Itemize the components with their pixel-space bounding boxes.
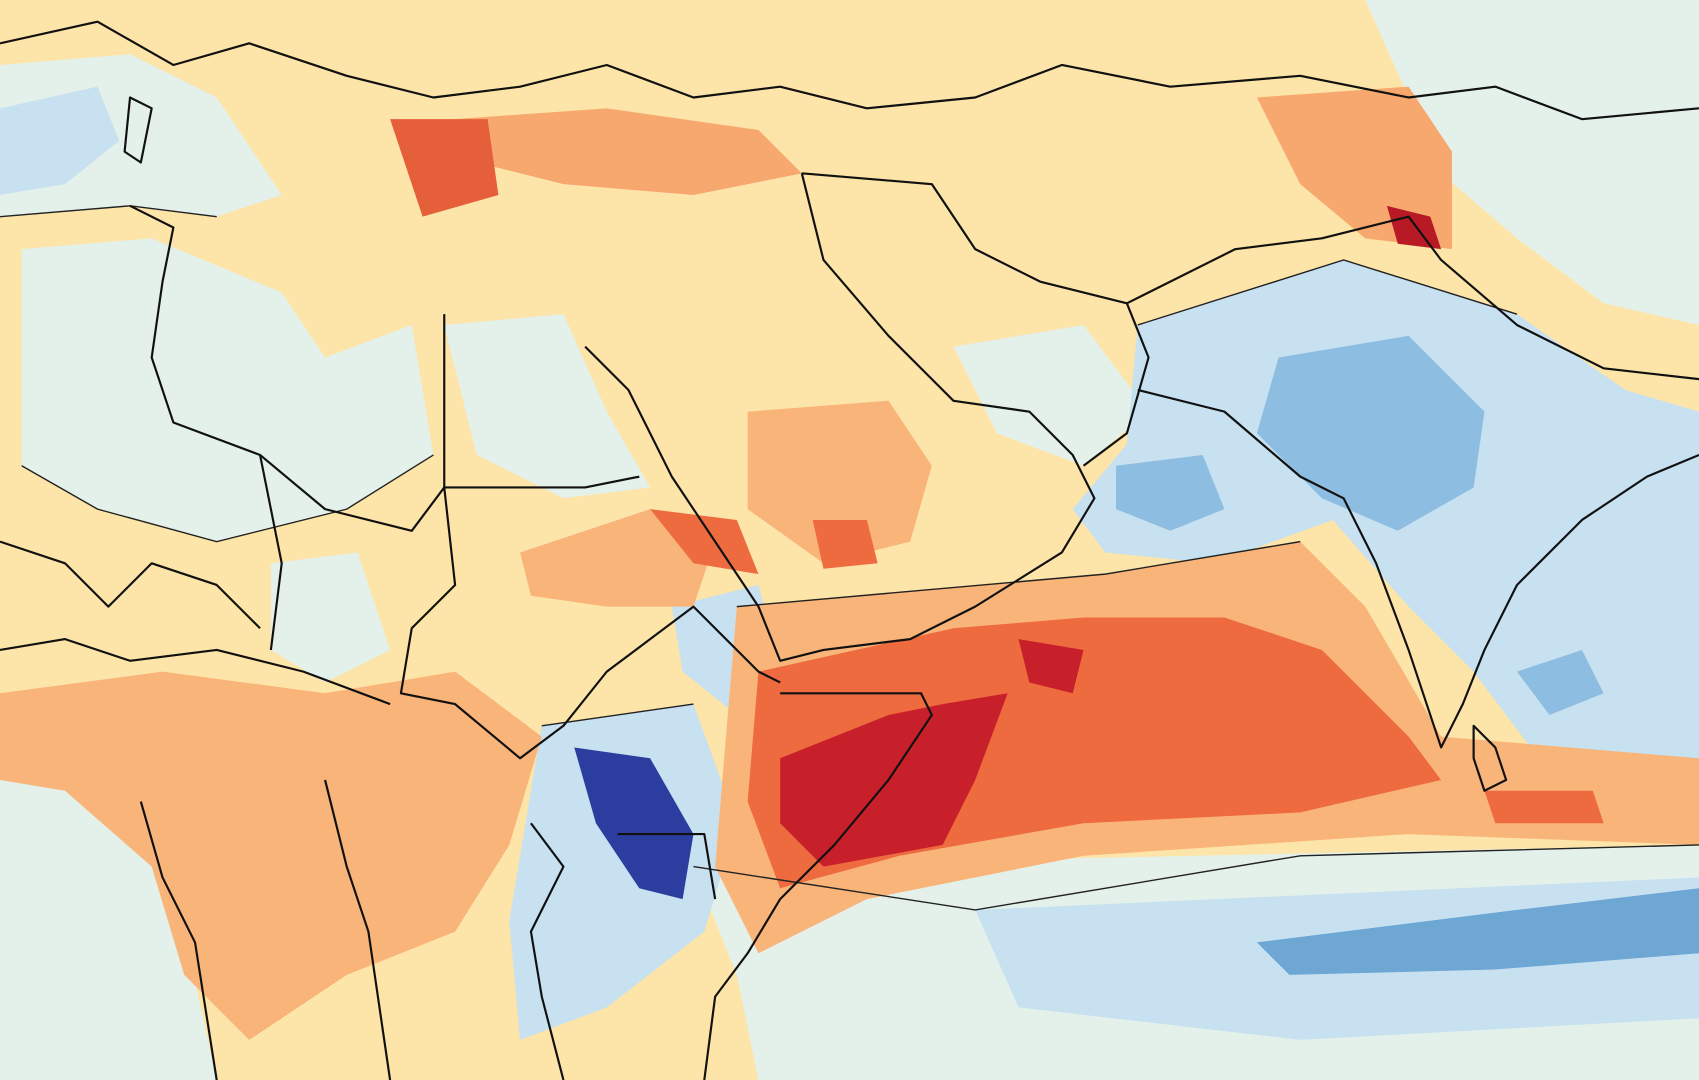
strong-positive-anomaly xyxy=(390,119,499,217)
border xyxy=(0,20,1699,121)
neutral-region xyxy=(0,758,217,1080)
border xyxy=(399,314,781,760)
negative-anomaly xyxy=(1256,335,1485,531)
border xyxy=(1137,388,1699,749)
border xyxy=(584,173,1096,662)
positive-anomaly xyxy=(520,509,716,607)
positive-anomaly xyxy=(0,671,542,1040)
border xyxy=(1126,215,1699,381)
neutral-region xyxy=(1365,0,1699,325)
negative-anomaly xyxy=(0,86,120,195)
negative-anomaly xyxy=(1116,454,1225,531)
border xyxy=(703,692,933,1080)
strong-positive-anomaly xyxy=(650,509,759,575)
border xyxy=(0,454,283,651)
neutral-region xyxy=(270,552,391,683)
negative-anomaly xyxy=(509,704,737,1040)
strong-positive-anomaly xyxy=(1484,790,1604,824)
extreme-positive-anomaly xyxy=(1018,639,1084,694)
strong-negative-anomaly xyxy=(574,747,694,900)
extreme-positive-anomaly xyxy=(1386,205,1442,250)
island-border xyxy=(123,96,153,164)
negative-anomaly xyxy=(1256,888,1699,975)
neutral-region xyxy=(953,324,1149,466)
border xyxy=(801,172,1150,467)
neutral-region xyxy=(444,314,651,499)
island-border xyxy=(1472,724,1508,792)
positive-anomaly xyxy=(747,400,932,564)
extreme-positive-anomaly xyxy=(780,693,1008,867)
neutral-region xyxy=(21,238,434,542)
strong-positive-anomaly xyxy=(812,519,878,569)
positive-anomaly xyxy=(455,108,802,195)
positive-anomaly xyxy=(1256,86,1452,250)
border xyxy=(0,638,717,1080)
negative-anomaly xyxy=(1516,649,1604,715)
